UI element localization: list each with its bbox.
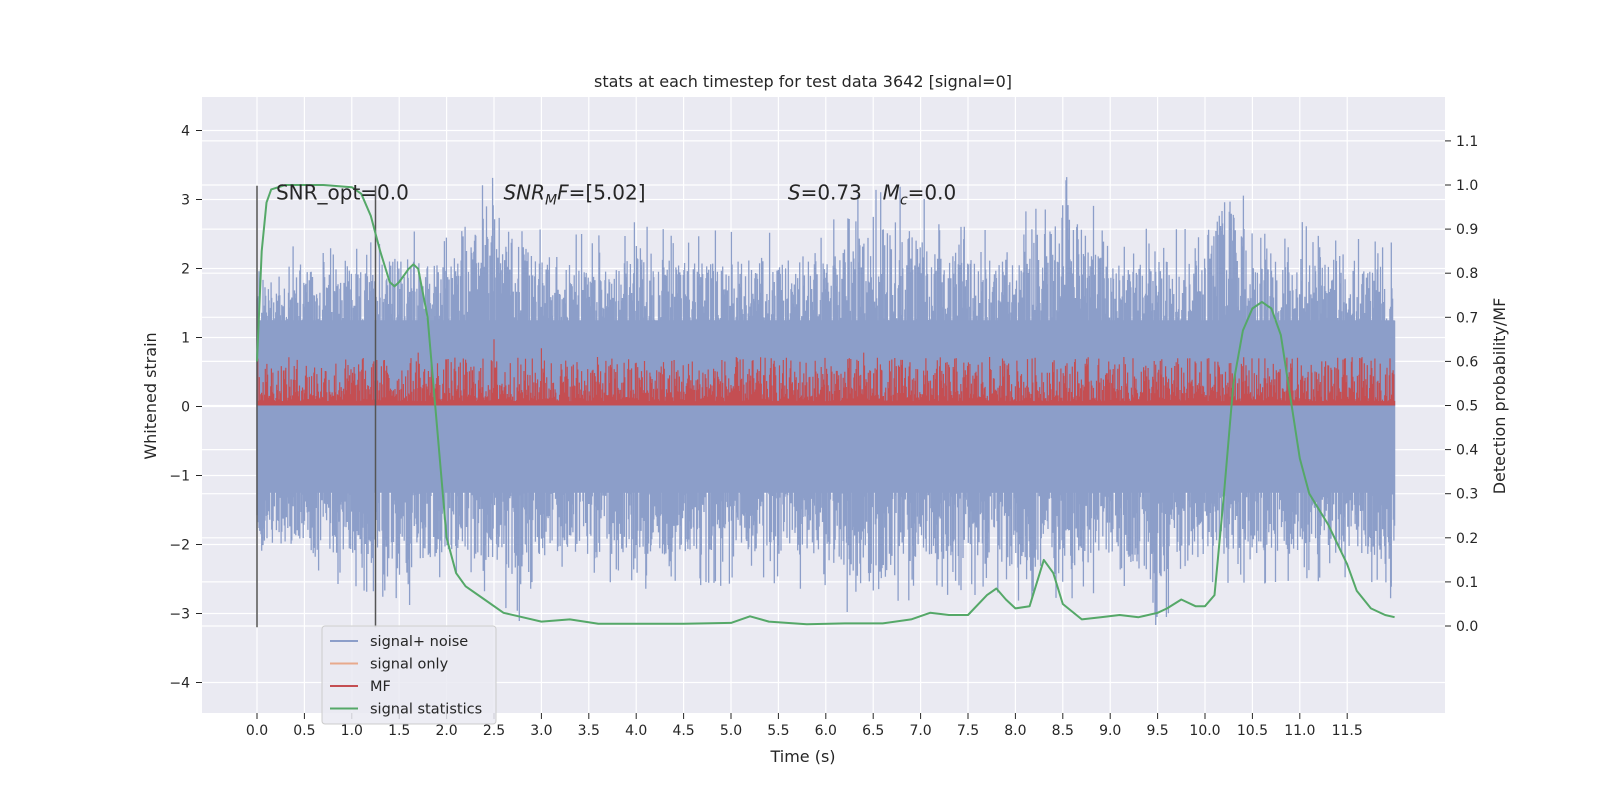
legend-label: signal+ noise [370, 634, 468, 650]
axes: 0.0 0.5 1.0 1.5 2.0 2.5 3.0 3.5 4.0 4.5 5.0 5.5 6.0 6… [169, 124, 1478, 740]
annotation-part: =[5.02] [569, 181, 646, 205]
x-tick-label: 1.0 [341, 723, 363, 739]
x-tick-label: 11.0 [1284, 723, 1315, 739]
y-tick-label: 2 [181, 262, 190, 278]
x-tick-label: 0.5 [293, 723, 315, 739]
annotation-part: =0.73 [801, 181, 862, 205]
y2-tick-label: 0.0 [1456, 619, 1478, 635]
signal-noise-core [257, 320, 1395, 493]
x-tick-label: 9.0 [1099, 723, 1121, 739]
legend-box [321, 625, 497, 725]
chart-title: stats at each timestep for test data 364… [594, 72, 1012, 91]
y2-tick-label: 1.1 [1456, 134, 1478, 150]
legend-label: signal only [370, 657, 449, 673]
y-tick-label: 1 [181, 331, 190, 347]
x-tick-label: 5.5 [767, 723, 789, 739]
snr-opt-annotation: SNR_opt=0.0 [276, 181, 409, 205]
y-tick-label: −3 [169, 607, 190, 623]
x-tick-label: 8.0 [1004, 723, 1026, 739]
y2-tick-label: 1.0 [1456, 178, 1478, 194]
y-tick-label: −2 [169, 538, 190, 554]
x-tick-label: 7.0 [909, 723, 931, 739]
annotation-part: M [545, 193, 557, 209]
annotation-part: S [788, 181, 801, 205]
y2-tick-label: 0.9 [1456, 222, 1478, 238]
x-tick-label: 4.0 [625, 723, 647, 739]
legend: signal+ noise signal only MF signal statist… [321, 625, 497, 725]
y-tick-label: −4 [169, 676, 190, 692]
y2-tick-label: 0.7 [1456, 310, 1478, 326]
annotation-part: c [900, 193, 908, 209]
snr-mf-annotation: SNRMF=[5.02] [503, 181, 645, 209]
y2-tick-label: 0.5 [1456, 399, 1478, 415]
s-annotation: S=0.73 [788, 181, 862, 205]
x-tick-label: 8.5 [1052, 723, 1074, 739]
y2-axis-label: Detection probability/MF [1490, 298, 1509, 495]
x-tick-label: 3.5 [578, 723, 600, 739]
annotation-part: =0.0 [908, 181, 957, 205]
annotation-part: F [557, 181, 569, 205]
annotation-part: SNR [503, 181, 545, 205]
y-tick-label: −1 [169, 469, 190, 485]
y-tick-label: 4 [181, 124, 190, 140]
y2-tick-label: 0.8 [1456, 266, 1478, 282]
x-tick-label: 5.0 [720, 723, 742, 739]
y-tick-label: 0 [181, 400, 190, 416]
mc-annotation: Mc=0.0 [883, 181, 957, 209]
x-axis-label: Time (s) [769, 747, 835, 766]
x-tick-label: 6.5 [862, 723, 884, 739]
x-tick-label: 3.0 [530, 723, 552, 739]
y2-tick-label: 0.6 [1456, 354, 1478, 370]
legend-label: signal statistics [370, 702, 482, 718]
x-tick-label: 0.0 [246, 723, 268, 739]
y2-tick-label: 0.2 [1456, 531, 1478, 547]
legend-label: MF [370, 679, 391, 695]
y-tick-label: 3 [181, 193, 190, 209]
x-tick-label: 10.5 [1237, 723, 1268, 739]
annotation-part: M [883, 181, 900, 205]
y2-tick-label: 0.4 [1456, 443, 1478, 459]
y2-tick-label: 0.1 [1456, 575, 1478, 591]
x-tick-label: 6.0 [815, 723, 837, 739]
x-tick-label: 7.5 [957, 723, 979, 739]
x-tick-label: 11.5 [1332, 723, 1363, 739]
x-tick-label: 9.5 [1146, 723, 1168, 739]
x-tick-label: 1.5 [388, 723, 410, 739]
x-tick-label: 10.0 [1189, 723, 1220, 739]
y-axis-label: Whitened strain [141, 332, 160, 459]
signal-statistics-line [256, 184, 1395, 626]
x-tick-label: 4.5 [672, 723, 694, 739]
y2-tick-label: 0.3 [1456, 487, 1478, 503]
x-tick-label: 2.0 [435, 723, 457, 739]
annotation-part: SNR_opt=0.0 [276, 181, 409, 205]
x-tick-label: 2.5 [483, 723, 505, 739]
